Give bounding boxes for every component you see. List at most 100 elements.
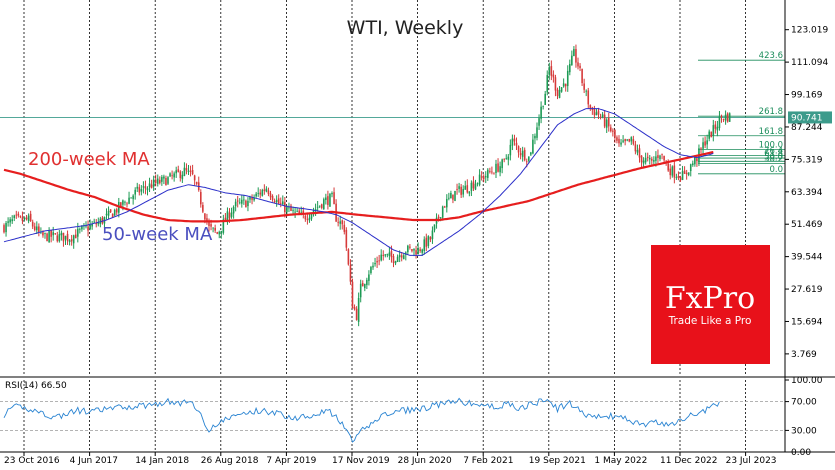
chart-title: WTI, Weekly — [347, 17, 464, 39]
candle-body — [144, 186, 147, 189]
candle-body — [642, 160, 645, 164]
candle-body — [21, 217, 24, 221]
candle-body — [200, 192, 202, 205]
candle-body — [390, 251, 393, 258]
candle-body — [331, 193, 333, 195]
candle-body — [376, 261, 378, 263]
candle-body — [111, 213, 114, 218]
candle-body — [193, 175, 196, 181]
candle-body — [462, 189, 464, 195]
candle-body — [15, 214, 18, 216]
candle-body — [77, 228, 79, 237]
candle-body — [417, 247, 419, 255]
candle-body — [220, 230, 223, 234]
candle-body — [206, 218, 208, 222]
candle-body — [433, 224, 436, 231]
y-tick-label: 15.694 — [791, 317, 823, 327]
candle-body — [398, 255, 401, 258]
candle-body — [191, 170, 194, 175]
y-tick-label: 3.769 — [791, 350, 817, 360]
y-tick-label: 27.619 — [791, 285, 823, 295]
candle-body — [616, 137, 618, 141]
candle-body — [156, 178, 159, 184]
candle-body — [64, 235, 67, 240]
candle-body — [612, 130, 614, 132]
candle-body — [161, 176, 163, 182]
candle-body — [605, 119, 608, 128]
candle-body — [599, 116, 602, 118]
candle-body — [421, 249, 423, 253]
candle-body — [569, 63, 571, 73]
candle-body — [685, 172, 688, 175]
rsi-label: RSI(14) 66.50 — [5, 381, 67, 391]
candle-body — [306, 218, 309, 220]
candle-body — [245, 200, 247, 208]
candle-body — [101, 217, 104, 224]
candle-body — [655, 156, 657, 161]
candle-body — [519, 153, 522, 156]
x-tick-label: 14 Jan 2018 — [135, 456, 189, 466]
candle-body — [19, 216, 22, 218]
candle-body — [93, 221, 95, 223]
candle-body — [460, 186, 462, 195]
y-tick-label: 87.244 — [791, 123, 823, 133]
candle-body — [505, 158, 508, 159]
candle-body — [484, 176, 487, 178]
x-tick-label: 26 Aug 2018 — [201, 456, 259, 466]
candle-body — [353, 307, 356, 310]
candle-body — [634, 144, 637, 152]
candle-body — [97, 222, 100, 225]
candle-body — [423, 239, 426, 251]
candle-body — [284, 202, 286, 213]
candle-body — [472, 181, 475, 189]
candle-body — [259, 192, 262, 195]
ma-200-label: 200-week MA — [28, 149, 150, 170]
candle-body — [230, 212, 233, 217]
logo-tagline: Trade Like a Pro — [668, 315, 752, 327]
candle-body — [370, 267, 372, 273]
candle-body — [610, 127, 612, 132]
candle-body — [302, 210, 305, 215]
candle-body — [384, 254, 387, 256]
candle-body — [646, 156, 649, 158]
candle-body — [544, 93, 546, 105]
candle-body — [56, 235, 59, 242]
candle-body — [275, 199, 278, 203]
candle-body — [25, 217, 28, 220]
candle-body — [722, 118, 725, 120]
candle-body — [204, 213, 206, 220]
candle-body — [136, 186, 139, 189]
candle-body — [456, 189, 458, 190]
candle-body — [175, 170, 177, 174]
candle-body — [452, 194, 454, 200]
candle-body — [224, 217, 227, 222]
candle-body — [179, 171, 182, 179]
candle-body — [464, 185, 467, 190]
candle-body — [17, 213, 20, 216]
candle-body — [542, 105, 544, 107]
candle-body — [696, 158, 698, 162]
candle-body — [595, 112, 598, 116]
candle-body — [33, 226, 36, 231]
candle-body — [226, 211, 229, 223]
candle-body — [431, 230, 434, 240]
candle-body — [458, 186, 460, 189]
candle-body — [107, 210, 110, 216]
candle-body — [13, 215, 16, 218]
candle-body — [583, 83, 585, 90]
candle-body — [255, 193, 257, 197]
candle-body — [523, 149, 526, 161]
candle-body — [415, 250, 417, 255]
candle-body — [152, 179, 155, 187]
candle-body — [577, 62, 579, 67]
candle-body — [44, 233, 46, 234]
candle-body — [630, 137, 633, 142]
fib-level-label: 76.4 — [764, 146, 783, 156]
candle-body — [85, 225, 87, 227]
candle-body — [437, 216, 440, 219]
candle-body — [575, 49, 577, 63]
candle-body — [413, 248, 415, 251]
candle-body — [620, 142, 622, 145]
rsi-line — [3, 397, 720, 443]
candle-body — [29, 213, 32, 221]
